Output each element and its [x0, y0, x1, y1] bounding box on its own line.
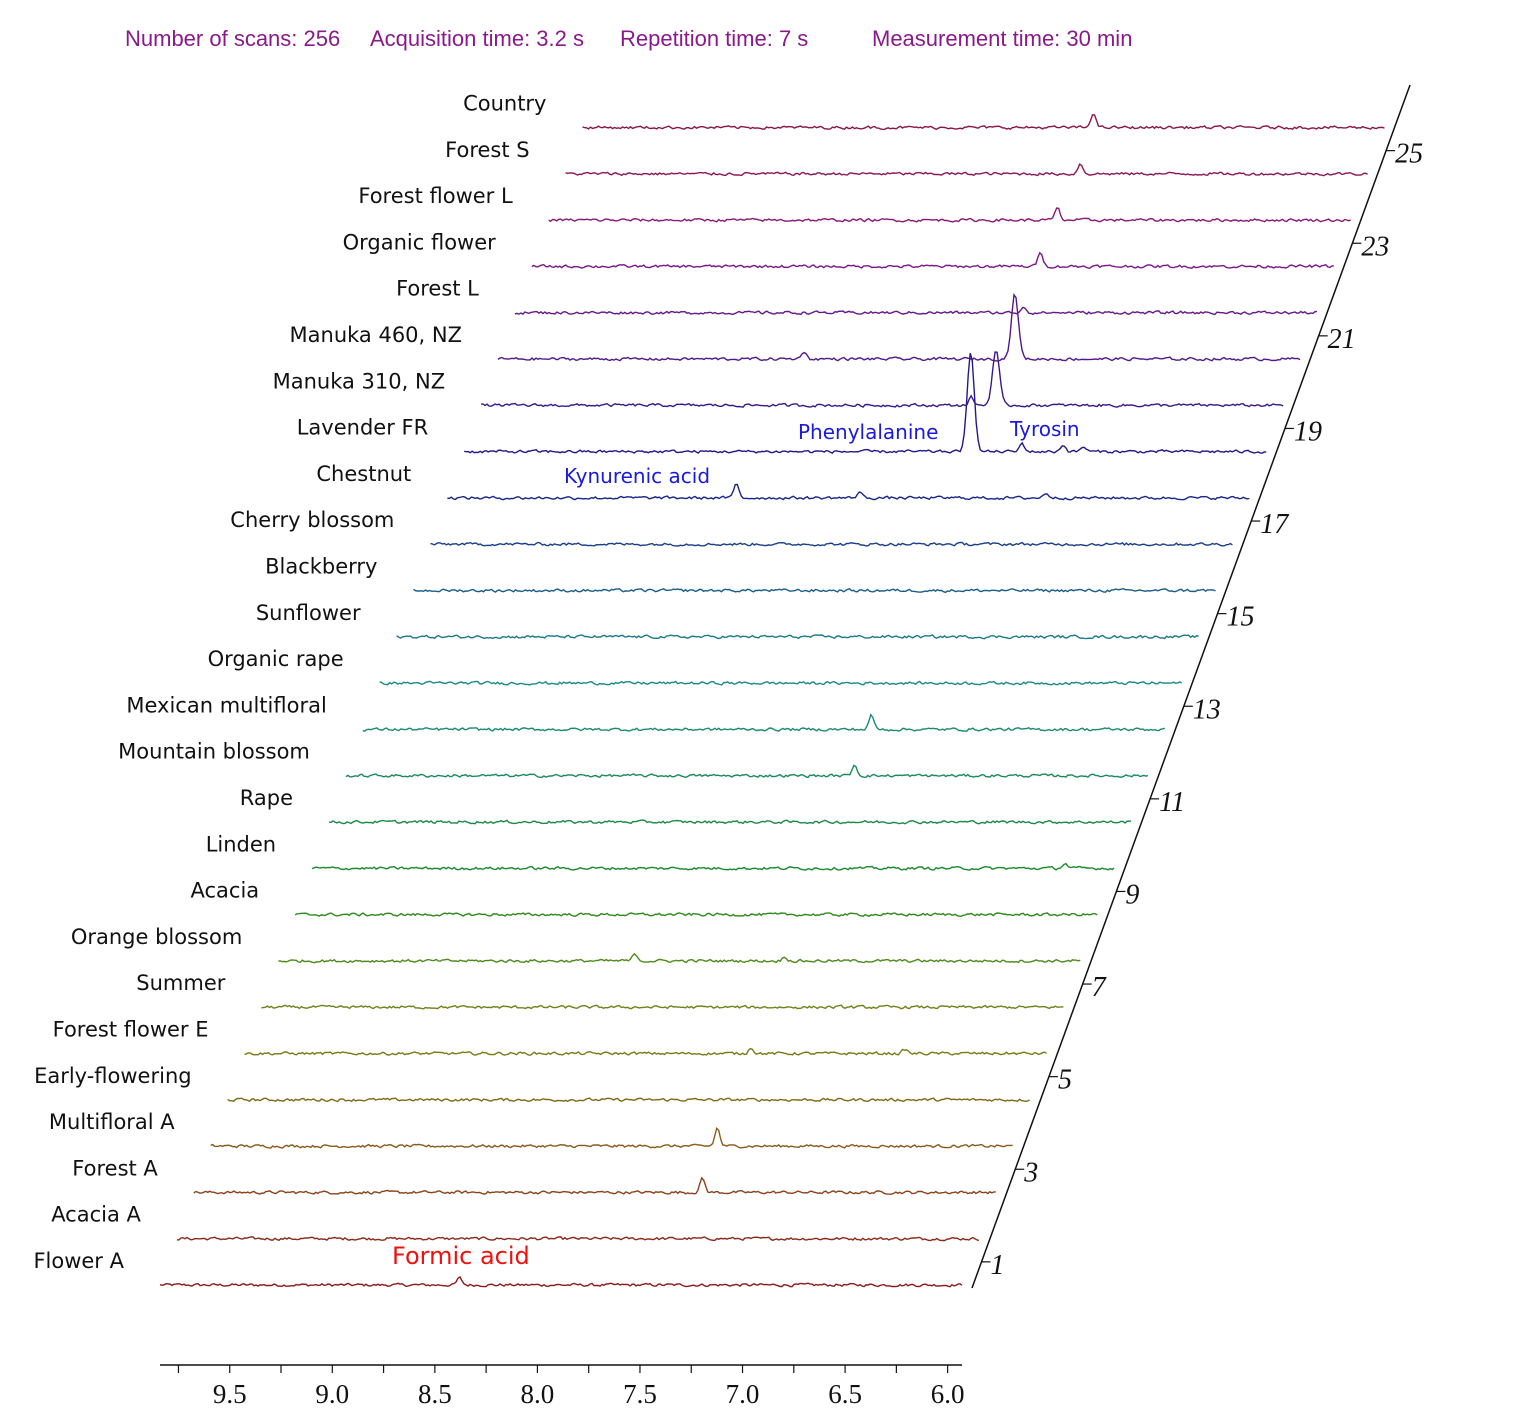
x-tick-label: 9.5	[213, 1379, 247, 1409]
depth-tick-label: 25	[1395, 139, 1423, 170]
sample-label: Forest A	[72, 1156, 158, 1180]
spectrum-trace	[328, 819, 1132, 825]
x-tick-label: 7.5	[623, 1379, 657, 1409]
spectrum-trace	[227, 1097, 1030, 1103]
spectrum-trace	[193, 1176, 996, 1195]
x-tick-label: 6.5	[828, 1379, 862, 1409]
spectrum-trace	[582, 114, 1385, 131]
depth-tick-label: 15	[1227, 602, 1255, 633]
spectrum-trace	[565, 163, 1368, 177]
sample-label: Orange blossom	[71, 925, 242, 949]
sample-label: Multifloral A	[49, 1110, 175, 1134]
sample-label: Country	[463, 92, 546, 116]
sample-label: Summer	[136, 971, 225, 995]
spectrum-trace	[514, 306, 1317, 316]
spectrum-trace	[210, 1126, 1013, 1149]
spectra-traces	[159, 114, 1385, 1288]
header-measurement: Measurement time: 30 min	[872, 26, 1132, 51]
sample-label: Lavender FR	[297, 416, 428, 440]
spectrum-trace	[548, 207, 1351, 223]
depth-axis-line	[971, 84, 1411, 1289]
annotation-phenylalanine: Phenylalanine	[798, 420, 938, 444]
spectrum-trace	[464, 353, 1267, 454]
spectrum-trace	[244, 1047, 1047, 1056]
sample-label: Linden	[206, 832, 276, 856]
annotation-formic-acid: Formic acid	[392, 1242, 530, 1270]
header: Number of scans: 256 Acquisition time: 3…	[125, 26, 1132, 51]
spectrum-trace	[294, 912, 1098, 918]
header-repetition: Repetition time: 7 s	[620, 26, 808, 51]
sample-label: Mexican multifloral	[126, 693, 326, 717]
header-scans: Number of scans: 256	[125, 26, 340, 51]
sample-label: Forest flower L	[358, 184, 513, 208]
x-tick-label: 7.0	[726, 1379, 760, 1409]
spectrum-trace	[447, 483, 1250, 501]
sample-label: Cherry blossom	[230, 508, 394, 532]
annotation-kynurenic-acid: Kynurenic acid	[564, 464, 710, 488]
sample-label: Sunflower	[256, 601, 361, 625]
sample-label: Manuka 310, NZ	[273, 369, 445, 393]
depth-tick-label: 23	[1361, 231, 1389, 262]
sample-label: Forest flower E	[53, 1018, 209, 1042]
depth-tick-label: 1	[991, 1250, 1005, 1281]
spectrum-trace	[311, 862, 1115, 871]
sample-label: Rape	[240, 786, 293, 810]
sample-label: Manuka 460, NZ	[290, 323, 462, 347]
spectrum-trace	[261, 1004, 1064, 1010]
x-tick-label: 9.0	[315, 1379, 349, 1409]
depth-tick-label: 3	[1023, 1157, 1038, 1188]
spectrum-trace	[159, 1276, 963, 1288]
spectrum-trace	[345, 764, 1149, 779]
spectrum-trace	[362, 713, 1166, 732]
depth-tick-label: 7	[1092, 972, 1107, 1003]
spectrum-trace	[531, 251, 1334, 270]
spectrum-trace	[413, 587, 1216, 594]
sample-label: Organic rape	[208, 647, 344, 671]
sample-label: Blackberry	[265, 555, 377, 579]
sample-label: Organic flower	[343, 230, 497, 254]
depth-tick-label: 11	[1159, 787, 1185, 818]
sample-label: Acacia	[191, 879, 260, 903]
sample-label: Forest S	[445, 138, 529, 162]
header-acquisition: Acquisition time: 3.2 s	[370, 26, 584, 51]
sample-label: Early-flowering	[34, 1064, 192, 1088]
sample-label: Chestnut	[316, 462, 411, 486]
spectrum-trace	[278, 952, 1081, 964]
sample-labels: Flower A Acacia A Forest A Multifloral A Ear…	[33, 92, 546, 1274]
sample-label: Flower A	[33, 1249, 124, 1273]
x-axis: 9.5 9.0 8.5 8.0 7.5 7.0 6.5 6.0	[160, 1364, 965, 1409]
sample-label: Mountain blossom	[118, 740, 310, 764]
spectrum-trace	[379, 680, 1183, 686]
depth-tick-label: 17	[1260, 509, 1289, 540]
depth-tick-label: 13	[1193, 694, 1221, 725]
spectrum-trace	[481, 351, 1284, 408]
x-tick-label: 8.5	[418, 1379, 452, 1409]
depth-tick-label: 21	[1328, 324, 1356, 355]
x-tick-label: 6.0	[931, 1379, 965, 1409]
depth-tick-label: 9	[1125, 879, 1139, 910]
spectrum-trace	[396, 634, 1199, 640]
spectrum-trace	[497, 293, 1301, 362]
depth-tick-label: 5	[1058, 1065, 1072, 1096]
annotation-tyrosin: Tyrosin	[1009, 417, 1080, 441]
spectrum-trace	[176, 1236, 980, 1242]
annotations: Formic acid Kynurenic acid Phenylalanine…	[392, 417, 1080, 1270]
depth-tick-label: 19	[1294, 416, 1322, 447]
sample-label: Acacia A	[51, 1203, 141, 1227]
spectrum-trace	[430, 541, 1233, 547]
sample-label: Forest L	[396, 277, 479, 301]
x-tick-label: 8.0	[521, 1379, 555, 1409]
